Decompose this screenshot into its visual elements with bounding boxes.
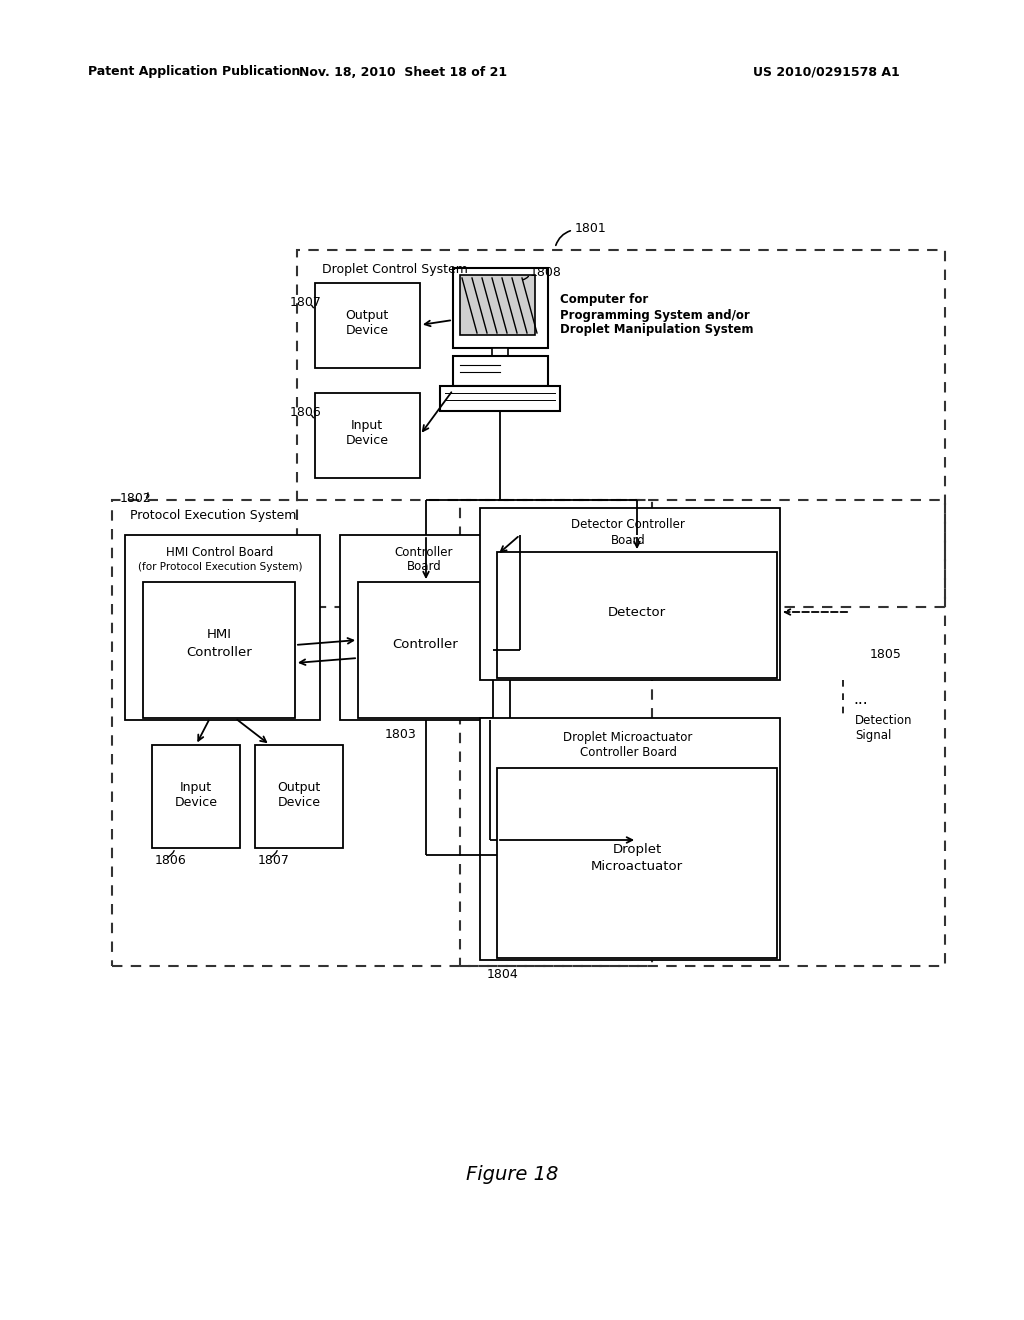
Bar <box>125 535 319 719</box>
Text: Input: Input <box>180 780 212 793</box>
Text: 1808: 1808 <box>530 265 562 279</box>
Text: ...: ... <box>853 693 867 708</box>
Text: Board: Board <box>407 561 441 573</box>
Bar <box>255 744 343 847</box>
Bar <box>480 718 780 960</box>
Text: Device: Device <box>174 796 217 808</box>
Bar <box>497 552 777 678</box>
Text: Controller Board: Controller Board <box>580 747 677 759</box>
Text: US 2010/0291578 A1: US 2010/0291578 A1 <box>753 66 900 78</box>
Text: Device: Device <box>278 796 321 808</box>
Text: 1807: 1807 <box>290 297 322 309</box>
Text: Programming System and/or: Programming System and/or <box>560 309 750 322</box>
Text: Controller: Controller <box>186 645 252 659</box>
Text: Protocol Execution System: Protocol Execution System <box>130 508 296 521</box>
Text: 1803: 1803 <box>385 729 417 742</box>
Text: Droplet Microactuator: Droplet Microactuator <box>563 731 692 744</box>
Bar <box>143 582 295 718</box>
Text: Output: Output <box>345 309 389 322</box>
Bar <box>460 275 535 335</box>
Text: Input: Input <box>351 418 383 432</box>
Text: Droplet: Droplet <box>612 843 662 857</box>
Text: 1805: 1805 <box>870 648 902 661</box>
Text: HMI Control Board: HMI Control Board <box>166 546 273 560</box>
Bar <box>315 393 420 478</box>
Text: 1806: 1806 <box>155 854 186 866</box>
Bar <box>453 268 548 348</box>
Text: HMI: HMI <box>207 628 231 642</box>
Text: Output: Output <box>278 780 321 793</box>
Text: Device: Device <box>345 433 388 446</box>
Text: Nov. 18, 2010  Sheet 18 of 21: Nov. 18, 2010 Sheet 18 of 21 <box>299 66 507 78</box>
Text: Droplet Control System: Droplet Control System <box>322 264 468 276</box>
Bar <box>112 500 652 966</box>
Text: Patent Application Publication: Patent Application Publication <box>88 66 300 78</box>
Text: Microactuator: Microactuator <box>591 861 683 874</box>
Text: Computer for: Computer for <box>560 293 648 306</box>
Text: 1802: 1802 <box>120 491 152 504</box>
Bar <box>440 385 560 411</box>
Text: Detection: Detection <box>855 714 912 726</box>
Text: 1804: 1804 <box>487 969 519 982</box>
Text: Device: Device <box>345 323 388 337</box>
Bar <box>358 582 493 718</box>
Bar <box>480 508 780 680</box>
Text: Controller: Controller <box>394 546 454 560</box>
Text: 1806: 1806 <box>290 407 322 420</box>
Text: Signal: Signal <box>855 729 891 742</box>
Text: 1801: 1801 <box>575 222 607 235</box>
Bar <box>453 356 548 385</box>
Text: Board: Board <box>610 533 645 546</box>
Bar <box>460 500 945 966</box>
Bar <box>297 249 945 607</box>
Text: (for Protocol Execution System): (for Protocol Execution System) <box>138 562 302 572</box>
Text: Droplet Manipulation System: Droplet Manipulation System <box>560 323 754 337</box>
Bar <box>315 282 420 368</box>
Bar <box>492 348 508 356</box>
Text: 1807: 1807 <box>258 854 290 866</box>
Text: Detector: Detector <box>608 606 666 619</box>
Bar <box>497 768 777 958</box>
Text: Detector Controller: Detector Controller <box>571 519 685 532</box>
Bar <box>340 535 510 719</box>
Bar <box>152 744 240 847</box>
Text: Figure 18: Figure 18 <box>466 1166 558 1184</box>
Text: Controller: Controller <box>392 639 458 652</box>
